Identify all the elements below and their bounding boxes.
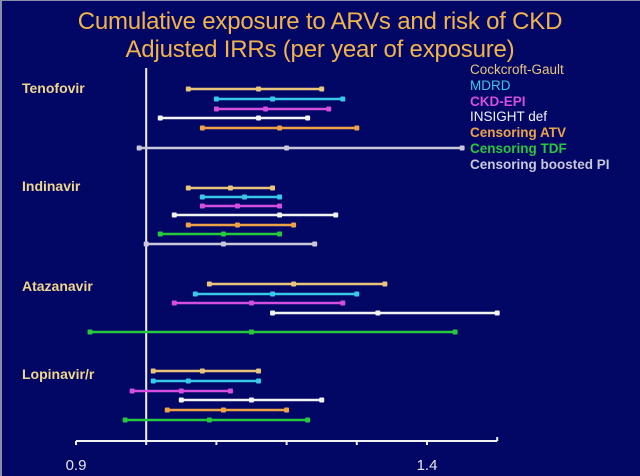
ci-lower-cap bbox=[270, 310, 276, 316]
ci-upper-cap bbox=[277, 203, 283, 209]
point-estimate bbox=[234, 203, 240, 209]
ci-lower-cap bbox=[178, 397, 184, 403]
point-estimate bbox=[241, 194, 247, 200]
ci-upper-cap bbox=[291, 222, 297, 228]
x-tick-label: 1.4 bbox=[417, 457, 438, 474]
ci-upper-cap bbox=[382, 281, 388, 287]
point-estimate bbox=[263, 106, 269, 112]
point-estimate bbox=[270, 96, 276, 102]
ci-upper-cap bbox=[494, 310, 500, 316]
point-estimate bbox=[249, 300, 254, 306]
ci-upper-cap bbox=[333, 212, 339, 218]
legend-item-censoring-boosted-pi: Censoring boosted PI bbox=[470, 156, 610, 172]
x-tick-label: 0.9 bbox=[66, 457, 87, 474]
ci-upper-cap bbox=[354, 291, 360, 297]
point-estimate bbox=[220, 231, 226, 237]
legend-item-censoring-tdf: Censoring TDF bbox=[470, 140, 567, 156]
chart-subtitle: Adjusted IRRs (per year of exposure) bbox=[125, 36, 515, 63]
point-estimate bbox=[249, 397, 254, 403]
ci-upper-cap bbox=[319, 86, 325, 92]
ci-upper-cap bbox=[305, 115, 311, 121]
point-estimate bbox=[256, 115, 262, 121]
ci-lower-cap bbox=[171, 212, 177, 218]
ci-lower-cap bbox=[213, 106, 219, 112]
point-estimate bbox=[206, 417, 212, 423]
point-estimate bbox=[256, 86, 262, 92]
ci-upper-cap bbox=[277, 231, 283, 237]
ci-lower-cap bbox=[213, 96, 219, 102]
ci-lower-cap bbox=[171, 300, 177, 306]
legend-item-ckd-epi: CKD-EPI bbox=[470, 93, 526, 109]
point-estimate bbox=[234, 222, 240, 228]
point-estimate bbox=[277, 212, 283, 218]
ci-upper-cap bbox=[326, 106, 332, 112]
ci-upper-cap bbox=[256, 378, 262, 384]
ci-upper-cap bbox=[227, 388, 233, 394]
ci-lower-cap bbox=[192, 291, 198, 297]
ci-lower-cap bbox=[87, 329, 93, 335]
ci-lower-cap bbox=[199, 203, 205, 209]
point-estimate bbox=[227, 185, 233, 191]
ci-upper-cap bbox=[319, 397, 325, 403]
group-label-atazanavir: Atazanavir bbox=[22, 278, 93, 294]
ci-upper-cap bbox=[459, 145, 465, 151]
point-estimate bbox=[220, 241, 226, 247]
point-estimate bbox=[185, 378, 191, 384]
ci-upper-cap bbox=[340, 96, 346, 102]
point-estimate bbox=[277, 125, 283, 131]
legend-item-insight-def: INSIGHT def bbox=[470, 109, 548, 125]
ci-lower-cap bbox=[185, 86, 191, 92]
legend-item-censoring-atv: Censoring ATV bbox=[470, 125, 567, 141]
point-estimate bbox=[375, 310, 381, 316]
ci-lower-cap bbox=[164, 407, 170, 413]
ci-lower-cap bbox=[185, 185, 191, 191]
legend: Cockcroft-Gault MDRD CKD-EPI INSIGHT def… bbox=[470, 62, 610, 173]
point-estimate bbox=[199, 368, 205, 374]
ci-upper-cap bbox=[312, 241, 318, 247]
ci-upper-cap bbox=[284, 407, 290, 413]
ci-lower-cap bbox=[157, 231, 163, 237]
ci-lower-cap bbox=[122, 417, 128, 423]
ci-upper-cap bbox=[256, 368, 262, 374]
point-estimate bbox=[249, 329, 254, 335]
point-estimate bbox=[270, 291, 276, 297]
ci-lower-cap bbox=[206, 281, 212, 287]
ci-upper-cap bbox=[452, 329, 458, 335]
point-estimate bbox=[178, 388, 184, 394]
legend-item-mdrd: MDRD bbox=[470, 77, 511, 93]
ci-lower-cap bbox=[129, 388, 135, 394]
ci-upper-cap bbox=[305, 417, 311, 423]
group-label-lopinavir: Lopinavir/r bbox=[22, 366, 95, 382]
ci-upper-cap bbox=[340, 300, 346, 306]
chart-title: Cumulative exposure to ARVs and risk of … bbox=[77, 8, 563, 35]
point-estimate bbox=[284, 145, 290, 151]
ci-upper-cap bbox=[277, 194, 283, 200]
ci-lower-cap bbox=[150, 368, 156, 374]
point-estimate bbox=[291, 281, 297, 287]
ci-lower-cap bbox=[185, 222, 191, 228]
legend-item-cockcroft-gault: Cockcroft-Gault bbox=[470, 62, 564, 77]
ci-lower-cap bbox=[199, 194, 205, 200]
ci-lower-cap bbox=[143, 241, 149, 247]
ci-lower-cap bbox=[157, 115, 163, 121]
ci-lower-cap bbox=[136, 145, 142, 151]
ci-lower-cap bbox=[199, 125, 205, 131]
ci-lower-cap bbox=[150, 378, 156, 384]
point-estimate bbox=[220, 407, 226, 413]
group-label-indinavir: Indinavir bbox=[22, 178, 81, 194]
ci-upper-cap bbox=[270, 185, 276, 191]
ci-upper-cap bbox=[354, 125, 360, 131]
group-label-tenofovir: Tenofovir bbox=[22, 80, 85, 96]
